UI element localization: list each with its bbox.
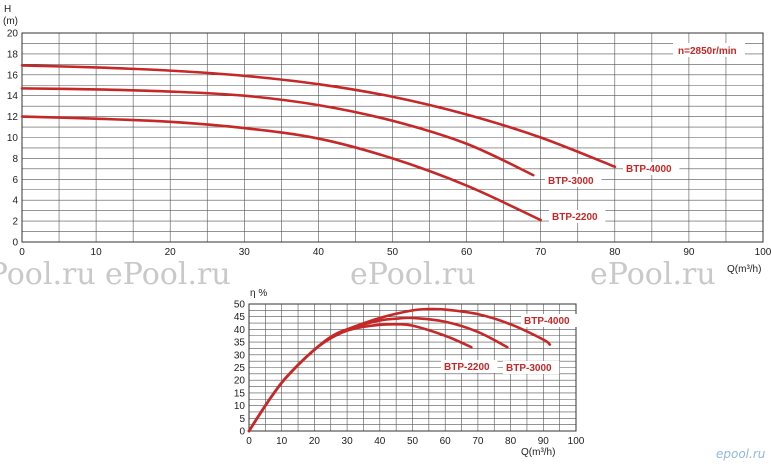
efficiency-chart: η % Q(m³/h) 0 10 20 30 40 50 60 70 80 90 100051015… [234, 288, 585, 458]
y-tick-label: 5 [239, 414, 245, 425]
head-axis-title: H [4, 4, 11, 15]
y-tick-label: 0 [239, 427, 245, 438]
series-label-bg [549, 210, 606, 223]
y-tick-label: 2 [12, 217, 18, 228]
efficiency-chart-series-labels: BTP-4000 BTP-3000 BTP-2200 [441, 314, 578, 374]
x-tick-label: 20 [165, 247, 177, 258]
x-tick-label: 70 [472, 436, 484, 447]
y-tick-label: 18 [7, 49, 19, 60]
x-tick-label: 90 [538, 436, 550, 447]
y-tick-label: 25 [234, 363, 246, 374]
series-label-btp-4000: BTP-4000 [524, 316, 570, 327]
series-line-btp-3000 [20, 87, 535, 177]
series-line-btp-2200 [247, 322, 473, 433]
efficiency-chart-curves [247, 307, 552, 433]
y-tick-label: 45 [234, 312, 246, 323]
efficiency-chart-ticks: 0 10 20 30 40 50 60 70 80 90 100051015202530354045… [234, 300, 585, 448]
x-tick-label: 50 [387, 247, 399, 258]
y-tick-label: 16 [7, 70, 19, 81]
x-tick-label: 70 [535, 247, 547, 258]
y-tick-label: 15 [234, 388, 246, 399]
series-label-btp-3000: BTP-3000 [548, 176, 594, 187]
series-line-btp-2200 [20, 115, 542, 222]
head-chart-series-labels: BTP-4000 BTP-3000 BTP-2200 [545, 162, 680, 223]
speed-annotation: n=2850r/min [678, 46, 737, 57]
y-tick-label: 10 [234, 401, 246, 412]
series-label-btp-3000: BTP-3000 [506, 363, 552, 374]
series-line-btp-4000 [20, 64, 617, 169]
series-label-bg [503, 361, 560, 374]
x-tick-label: 10 [276, 436, 288, 447]
y-tick-label: 4 [12, 196, 18, 207]
x-tick-label: 40 [374, 436, 386, 447]
y-tick-label: 10 [7, 133, 19, 144]
x-tick-label: 20 [309, 436, 321, 447]
series-label-bg [441, 360, 498, 373]
x-tick-label: 30 [239, 247, 251, 258]
x-tick-label: 10 [91, 247, 103, 258]
y-tick-label: 8 [12, 154, 18, 165]
speed-annotation-bg [673, 43, 745, 57]
head-chart-ticks: 0 10 20 30 40 50 60 70 80 90 100 0 2 4 6 8 10 12 14 16 18 20 [7, 29, 771, 259]
x-tick-label: 40 [313, 247, 325, 258]
series-label-btp-2200: BTP-2200 [444, 362, 490, 373]
watermark-layer: ePool.ru ePool.ru ePool.ru ePool.ru [0, 257, 716, 292]
x-tick-label: 0 [246, 436, 252, 447]
watermark-text: ePool.ru [0, 257, 96, 292]
y-tick-label: 40 [234, 325, 246, 336]
y-tick-label: 12 [7, 112, 19, 123]
head-x-axis-label: Q(m³/h) [727, 264, 761, 275]
head-chart-frame [21, 32, 764, 243]
head-chart: H (m) Q(m³/h) 0 10 20 30 40 50 60 70 80 90 100 0 2 4 6… [3, 4, 771, 275]
watermark-text: ePool.ru [350, 257, 476, 292]
series-label-bg [623, 162, 680, 175]
series-label-bg [545, 174, 602, 187]
x-tick-label: 60 [461, 247, 473, 258]
head-chart-grid [21, 32, 764, 243]
head-chart-curves [20, 64, 617, 222]
y-tick-label: 50 [234, 300, 246, 311]
efficiency-chart-frame [248, 303, 577, 432]
watermark-text: ePool.ru [590, 257, 716, 292]
site-logo: epool.ru [716, 447, 766, 461]
x-tick-label: 50 [407, 436, 419, 447]
x-tick-label: 80 [609, 247, 621, 258]
y-tick-label: 14 [7, 91, 19, 102]
x-tick-label: 80 [505, 436, 517, 447]
y-tick-label: 20 [7, 29, 19, 40]
x-tick-label: 0 [19, 247, 25, 258]
x-tick-label: 30 [342, 436, 354, 447]
y-tick-label: 30 [234, 350, 246, 361]
x-tick-label: 100 [755, 247, 771, 258]
series-label-btp-2200: BTP-2200 [552, 212, 598, 223]
series-label-bg [521, 314, 578, 327]
watermark-text: ePool.ru [105, 257, 231, 292]
efficiency-axis-title: η % [250, 288, 267, 299]
x-tick-label: 100 [568, 436, 585, 447]
head-axis-unit: (m) [3, 16, 18, 27]
x-tick-label: 90 [683, 247, 695, 258]
series-label-btp-4000: BTP-4000 [626, 164, 672, 175]
efficiency-x-axis-label: Q(m³/h) [521, 447, 555, 458]
y-tick-label: 20 [234, 376, 246, 387]
y-tick-label: 35 [234, 338, 246, 349]
y-tick-label: 0 [12, 238, 18, 249]
y-tick-label: 6 [12, 175, 18, 186]
x-tick-label: 60 [440, 436, 452, 447]
